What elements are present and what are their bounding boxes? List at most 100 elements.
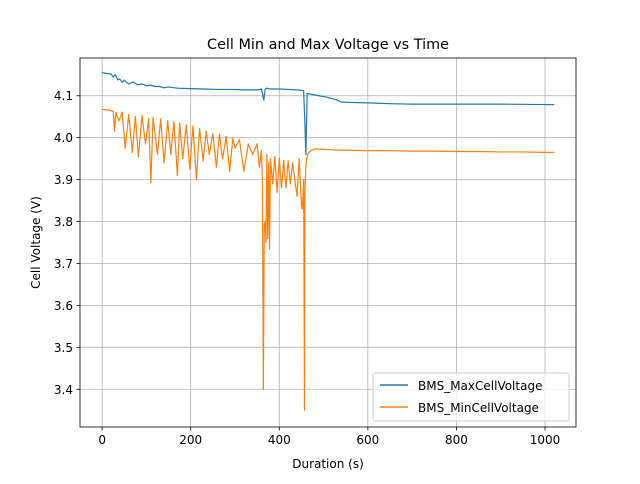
data-point-bms-maxcellvoltage: [349, 101, 351, 104]
data-point-bms-mincellvoltage: [266, 153, 268, 156]
data-point-bms-mincellvoltage: [306, 158, 308, 160]
data-point-bms-mincellvoltage: [234, 147, 236, 149]
x-tick-label: 800: [445, 433, 468, 447]
data-point-bms-maxcellvoltage: [216, 88, 218, 91]
data-point-bms-mincellvoltage: [280, 187, 283, 189]
data-point-bms-mincellvoltage: [522, 151, 524, 153]
data-point-bms-mincellvoltage: [307, 153, 309, 155]
data-point-bms-maxcellvoltage: [263, 99, 265, 101]
data-point-bms-mincellvoltage: [243, 170, 245, 172]
data-point-bms-mincellvoltage: [124, 147, 126, 149]
data-point-bms-mincellvoltage: [198, 127, 201, 130]
data-point-bms-mincellvoltage: [128, 114, 130, 116]
data-point-bms-maxcellvoltage: [278, 88, 280, 90]
data-point-bms-maxcellvoltage: [167, 86, 170, 88]
data-point-bms-maxcellvoltage: [163, 87, 165, 89]
data-point-bms-mincellvoltage: [108, 109, 110, 111]
data-point-bms-maxcellvoltage: [553, 103, 555, 106]
data-point-bms-mincellvoltage: [289, 183, 291, 185]
data-point-bms-maxcellvoltage: [411, 103, 413, 105]
data-point-bms-maxcellvoltage: [455, 103, 458, 105]
data-point-bms-mincellvoltage: [269, 158, 272, 160]
data-point-bms-maxcellvoltage: [340, 101, 342, 103]
data-point-bms-mincellvoltage: [322, 148, 325, 151]
data-point-bms-mincellvoltage: [113, 130, 116, 132]
data-point-bms-maxcellvoltage: [544, 103, 546, 106]
data-point-bms-maxcellvoltage: [336, 99, 338, 101]
data-point-bms-mincellvoltage: [262, 388, 264, 390]
data-point-bms-maxcellvoltage: [318, 95, 320, 97]
data-point-bms-mincellvoltage: [309, 150, 311, 152]
data-point-bms-mincellvoltage: [156, 153, 159, 156]
data-point-bms-mincellvoltage: [182, 158, 184, 160]
data-point-bms-mincellvoltage: [229, 170, 231, 172]
data-point-bms-maxcellvoltage: [264, 88, 266, 91]
data-point-bms-mincellvoltage: [477, 150, 480, 153]
data-point-bms-mincellvoltage: [261, 187, 264, 189]
data-point-bms-mincellvoltage: [291, 162, 294, 164]
data-point-bms-maxcellvoltage: [500, 103, 502, 105]
data-point-bms-mincellvoltage: [232, 137, 234, 140]
data-point-bms-mincellvoltage: [433, 150, 435, 152]
x-tick-label: 0: [98, 433, 106, 447]
data-point-bms-mincellvoltage: [218, 133, 221, 135]
data-point-bms-mincellvoltage: [179, 122, 181, 124]
data-point-bms-mincellvoltage: [137, 155, 140, 158]
data-point-bms-mincellvoltage: [411, 150, 413, 152]
data-point-bms-mincellvoltage: [305, 166, 307, 168]
data-point-bms-maxcellvoltage: [119, 78, 121, 80]
data-point-bms-maxcellvoltage: [296, 89, 298, 91]
data-point-bms-mincellvoltage: [278, 158, 280, 160]
y-tick-label: 3.9: [54, 173, 73, 187]
data-point-bms-mincellvoltage: [121, 111, 123, 113]
data-point-bms-maxcellvoltage: [327, 96, 329, 99]
data-point-bms-maxcellvoltage: [141, 83, 143, 85]
data-point-bms-mincellvoltage: [152, 116, 154, 119]
chart-title: Cell Min and Max Voltage vs Time: [207, 37, 449, 53]
data-point-bms-maxcellvoltage: [114, 74, 117, 76]
series-lines: [101, 72, 555, 411]
data-point-bms-mincellvoltage: [208, 153, 210, 156]
data-point-bms-mincellvoltage: [170, 153, 172, 156]
data-point-bms-mincellvoltage: [256, 143, 258, 145]
data-point-bms-maxcellvoltage: [304, 124, 306, 126]
data-point-bms-mincellvoltage: [268, 248, 271, 250]
x-tick-label: 1000: [530, 433, 561, 447]
data-point-bms-mincellvoltage: [225, 135, 227, 138]
data-point-bms-maxcellvoltage: [367, 102, 369, 104]
data-point-bms-mincellvoltage: [167, 120, 169, 122]
data-point-bms-mincellvoltage: [455, 150, 458, 153]
data-point-bms-mincellvoltage: [304, 187, 306, 189]
data-point-bms-maxcellvoltage: [132, 81, 134, 83]
data-point-bms-mincellvoltage: [272, 183, 274, 185]
data-point-bms-mincellvoltage: [150, 181, 152, 184]
data-point-bms-mincellvoltage: [340, 149, 342, 151]
data-point-bms-maxcellvoltage: [121, 81, 123, 83]
data-point-bms-mincellvoltage: [185, 124, 187, 126]
data-point-bms-maxcellvoltage: [229, 88, 232, 91]
data-point-bms-mincellvoltage: [285, 187, 287, 189]
data-point-bms-mincellvoltage: [263, 225, 265, 227]
data-point-bms-mincellvoltage: [268, 162, 270, 164]
axis-ticks: 0 200 400 600 800 1000 3.4 3.5 3.6 3.7 3.8 3.9 4.0 4.…: [54, 89, 560, 447]
data-point-bms-maxcellvoltage: [309, 93, 311, 95]
y-tick-label: 3.7: [54, 257, 73, 271]
data-point-bms-mincellvoltage: [202, 160, 204, 162]
grid-lines: [80, 58, 576, 427]
y-tick-label: 3.6: [54, 299, 73, 313]
data-point-bms-maxcellvoltage: [105, 72, 108, 75]
data-point-bms-maxcellvoltage: [303, 90, 305, 92]
data-point-bms-maxcellvoltage: [101, 72, 103, 74]
data-point-bms-mincellvoltage: [112, 110, 114, 112]
plot-frame: [79, 57, 577, 428]
data-point-bms-mincellvoltage: [258, 166, 260, 168]
data-point-bms-mincellvoltage: [331, 149, 334, 151]
data-point-bms-maxcellvoltage: [266, 87, 268, 89]
data-point-bms-maxcellvoltage: [176, 87, 179, 89]
data-point-bms-mincellvoltage: [303, 409, 306, 411]
data-point-bms-maxcellvoltage: [256, 89, 258, 91]
data-point-bms-mincellvoltage: [195, 179, 198, 181]
y-tick-label: 4.0: [54, 131, 73, 145]
data-point-bms-mincellvoltage: [238, 139, 241, 141]
